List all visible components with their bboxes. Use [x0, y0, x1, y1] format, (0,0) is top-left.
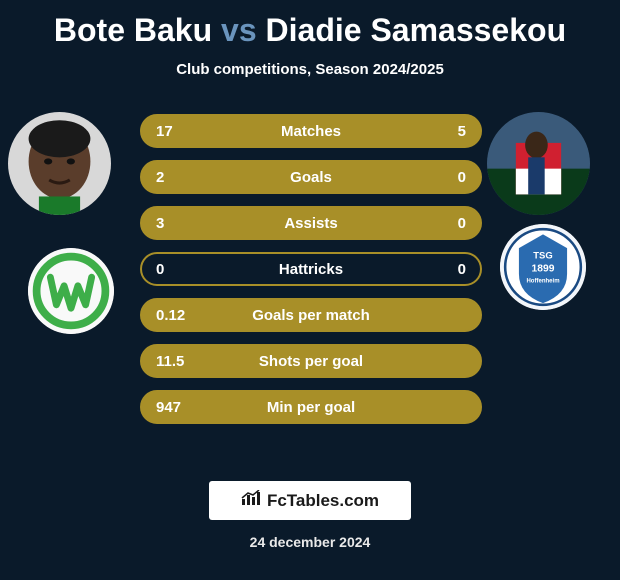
- stat-left-value: 11.5: [156, 353, 216, 370]
- stat-left-value: 17: [156, 123, 216, 140]
- stat-label: Hattricks: [216, 261, 406, 278]
- stat-row: 2Goals0: [140, 160, 482, 194]
- player2-avatar: [487, 112, 590, 215]
- stats-table: 17Matches52Goals03Assists00Hattricks00.1…: [140, 114, 482, 436]
- player1-name: Bote Baku: [54, 12, 212, 48]
- chart-icon: [241, 490, 261, 511]
- stat-right-value: 5: [406, 123, 466, 140]
- stat-row: 3Assists0: [140, 206, 482, 240]
- face-icon: [8, 112, 111, 215]
- footer: FcTables.com 24 december 2024: [0, 481, 620, 550]
- stat-label: Goals: [216, 169, 406, 186]
- svg-text:1899: 1899: [532, 263, 555, 274]
- player2-club-logo: TSG 1899 Hoffenheim: [500, 224, 586, 310]
- stat-label: Assists: [216, 215, 406, 232]
- player1-club-logo: [28, 248, 114, 334]
- stat-row: 11.5Shots per goal: [140, 344, 482, 378]
- comparison-title: Bote Baku vs Diadie Samassekou: [0, 0, 620, 49]
- photo-icon: [487, 112, 590, 215]
- vs-text: vs: [221, 12, 257, 48]
- stat-left-value: 947: [156, 399, 216, 416]
- player2-name: Diadie Samassekou: [266, 12, 567, 48]
- stat-row: 17Matches5: [140, 114, 482, 148]
- stat-label: Min per goal: [216, 399, 406, 416]
- wolfsburg-logo-icon: [28, 248, 114, 334]
- stat-left-value: 2: [156, 169, 216, 186]
- brand-text: FcTables.com: [267, 491, 379, 511]
- stat-row: 0.12Goals per match: [140, 298, 482, 332]
- stat-left-value: 0.12: [156, 307, 216, 324]
- stat-left-value: 3: [156, 215, 216, 232]
- stat-label: Goals per match: [216, 307, 406, 324]
- stat-right-value: 0: [406, 261, 466, 278]
- stat-row: 947Min per goal: [140, 390, 482, 424]
- main-area: TSG 1899 Hoffenheim 17Matches52Goals03As…: [0, 106, 620, 486]
- stat-right-value: 0: [406, 215, 466, 232]
- svg-text:TSG: TSG: [533, 250, 552, 261]
- subtitle: Club competitions, Season 2024/2025: [0, 61, 620, 78]
- player1-avatar: [8, 112, 111, 215]
- stat-label: Matches: [216, 123, 406, 140]
- stat-right-value: 0: [406, 169, 466, 186]
- stat-row: 0Hattricks0: [140, 252, 482, 286]
- brand-link[interactable]: FcTables.com: [209, 481, 411, 520]
- stat-left-value: 0: [156, 261, 216, 278]
- date-text: 24 december 2024: [0, 534, 620, 550]
- stat-label: Shots per goal: [216, 353, 406, 370]
- hoffenheim-logo-icon: TSG 1899 Hoffenheim: [500, 224, 586, 310]
- svg-text:Hoffenheim: Hoffenheim: [526, 278, 559, 284]
